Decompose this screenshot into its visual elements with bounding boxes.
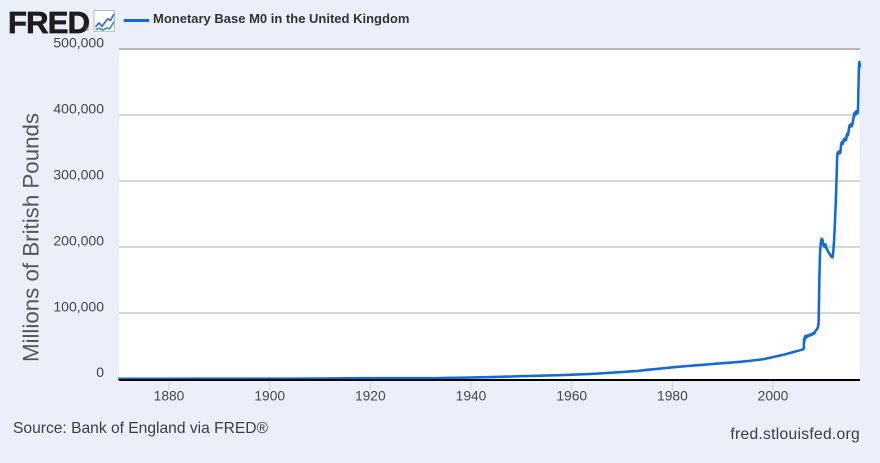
svg-text:1920: 1920 (355, 389, 386, 404)
svg-text:300,000: 300,000 (53, 167, 104, 183)
svg-text:1980: 1980 (657, 389, 688, 404)
svg-text:200,000: 200,000 (53, 233, 104, 249)
svg-text:1900: 1900 (254, 389, 285, 404)
svg-text:1940: 1940 (456, 389, 487, 404)
svg-text:500,000: 500,000 (53, 35, 104, 51)
svg-text:400,000: 400,000 (53, 101, 104, 117)
svg-text:2000: 2000 (758, 389, 789, 404)
svg-text:1880: 1880 (154, 389, 185, 404)
svg-text:100,000: 100,000 (53, 299, 104, 315)
svg-text:1960: 1960 (556, 389, 587, 404)
svg-text:0: 0 (96, 364, 104, 380)
svg-text:Millions of British Pounds: Millions of British Pounds (19, 113, 44, 362)
